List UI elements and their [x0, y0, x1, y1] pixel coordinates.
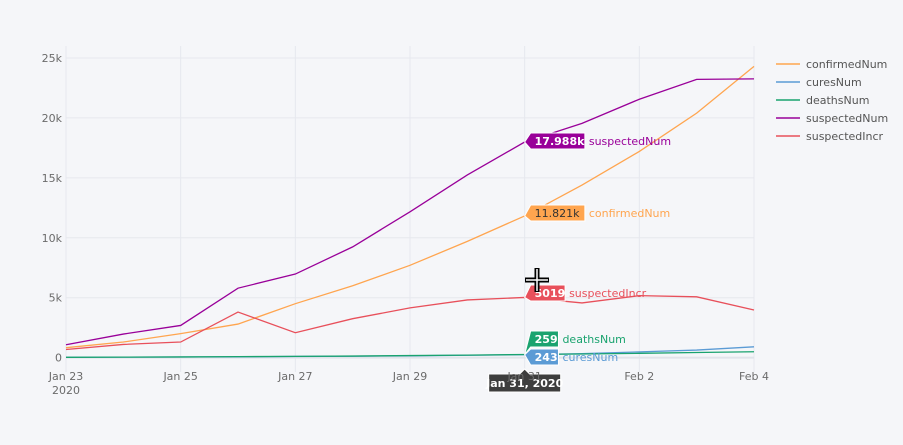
- hover-series-name: curesNum: [562, 351, 618, 364]
- hover-value: 243: [535, 351, 558, 364]
- hover-box: [524, 132, 586, 150]
- x-tick-label: Feb 2: [624, 370, 654, 383]
- legend-label: suspectedNum: [806, 112, 888, 125]
- y-tick-label: 20k: [42, 112, 63, 125]
- y-tick-label: 10k: [42, 232, 63, 245]
- x-tick-label: Jan 31: [506, 370, 541, 383]
- series-line-deathsNum: [65, 351, 755, 358]
- grid: [65, 46, 755, 372]
- legend-item-suspectedNum[interactable]: suspectedNum: [776, 112, 888, 125]
- x-tick-label: Jan 25: [162, 370, 197, 383]
- hover-series-name: suspectedNum: [589, 135, 671, 148]
- hover-label-suspectedNum: 17.988k suspectedNum: [524, 132, 671, 150]
- hover-label-suspectedIncr: 5019 suspectedIncr: [524, 284, 647, 302]
- y-tick-label: 25k: [42, 52, 63, 65]
- x-hover-text: Jan 31, 2020: [485, 377, 563, 390]
- hover-value: 17.988k: [535, 135, 585, 148]
- series-line-suspectedIncr: [65, 294, 755, 351]
- legend-item-suspectedIncr[interactable]: suspectedIncr: [776, 130, 884, 143]
- series-line-confirmedNum: [65, 65, 755, 349]
- legend-label: deathsNum: [806, 94, 869, 107]
- x-tick-label: Feb 4: [739, 370, 769, 383]
- x-hover-label: Jan 31, 2020: [485, 368, 564, 393]
- hover-series-name: confirmedNum: [589, 207, 670, 220]
- hover-value: 259: [535, 333, 558, 346]
- legend-label: confirmedNum: [806, 58, 887, 71]
- y-tick-label: 15k: [42, 172, 63, 185]
- y-axis-ticks: 0 5k 10k 15k 20k 25k: [42, 52, 63, 365]
- hover-value: 11.821k: [535, 207, 580, 220]
- hover-label-confirmedNum: 11.821k confirmedNum: [524, 204, 670, 222]
- hover-series-name: suspectedIncr: [569, 287, 647, 300]
- legend[interactable]: confirmedNum curesNum deathsNum suspectedNu…: [776, 58, 888, 143]
- hover-box: [524, 348, 559, 366]
- hover-label-curesNum: 243 curesNum: [524, 348, 618, 366]
- hover-value: 5019: [535, 287, 566, 300]
- hover-series-name: deathsNum: [562, 333, 625, 346]
- x-tick-sublabel: 2020: [52, 384, 80, 397]
- y-tick-label: 5k: [49, 292, 63, 305]
- x-tick-label: Jan 23: [48, 370, 83, 383]
- y-tick-label: 0: [55, 352, 62, 365]
- legend-item-deathsNum[interactable]: deathsNum: [776, 94, 869, 107]
- legend-label: curesNum: [806, 76, 862, 89]
- x-tick-label: Jan 29: [392, 370, 427, 383]
- legend-label: suspectedIncr: [806, 130, 884, 143]
- x-tick-label: Jan 27: [277, 370, 312, 383]
- hover-label-deathsNum: 259 deathsNum: [524, 330, 626, 355]
- legend-item-confirmedNum[interactable]: confirmedNum: [776, 58, 887, 71]
- crosshair-cursor-icon: [525, 268, 549, 292]
- hover-box: [524, 330, 559, 355]
- x-hover-box: [488, 368, 562, 393]
- hover-box: [524, 204, 586, 222]
- series-lines: [65, 65, 755, 358]
- series-line-suspectedNum: [65, 78, 755, 346]
- legend-item-curesNum[interactable]: curesNum: [776, 76, 862, 89]
